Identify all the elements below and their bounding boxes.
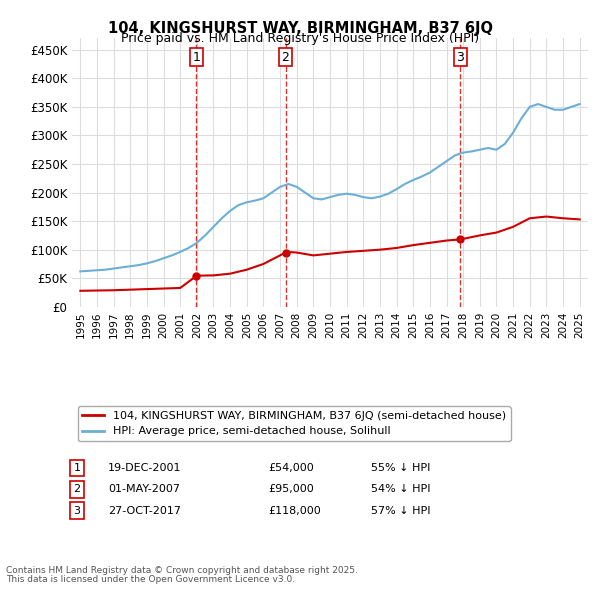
Text: This data is licensed under the Open Government Licence v3.0.: This data is licensed under the Open Gov… (6, 575, 295, 584)
Text: 104, KINGSHURST WAY, BIRMINGHAM, B37 6JQ: 104, KINGSHURST WAY, BIRMINGHAM, B37 6JQ (107, 21, 493, 35)
Text: 01-MAY-2007: 01-MAY-2007 (108, 484, 180, 494)
Text: £54,000: £54,000 (268, 463, 314, 473)
Text: £118,000: £118,000 (268, 506, 321, 516)
Text: £95,000: £95,000 (268, 484, 314, 494)
Text: 57% ↓ HPI: 57% ↓ HPI (371, 506, 431, 516)
Text: 55% ↓ HPI: 55% ↓ HPI (371, 463, 431, 473)
Text: 1: 1 (193, 51, 200, 64)
Text: Contains HM Land Registry data © Crown copyright and database right 2025.: Contains HM Land Registry data © Crown c… (6, 566, 358, 575)
Text: 3: 3 (74, 506, 80, 516)
Text: 3: 3 (457, 51, 464, 64)
Text: 2: 2 (74, 484, 81, 494)
Text: 1: 1 (74, 463, 80, 473)
Text: Price paid vs. HM Land Registry's House Price Index (HPI): Price paid vs. HM Land Registry's House … (121, 32, 479, 45)
Text: 54% ↓ HPI: 54% ↓ HPI (371, 484, 431, 494)
Text: 2: 2 (281, 51, 289, 64)
Text: 19-DEC-2001: 19-DEC-2001 (108, 463, 182, 473)
Legend: 104, KINGSHURST WAY, BIRMINGHAM, B37 6JQ (semi-detached house), HPI: Average pri: 104, KINGSHURST WAY, BIRMINGHAM, B37 6JQ… (77, 407, 511, 441)
Text: 27-OCT-2017: 27-OCT-2017 (108, 506, 181, 516)
